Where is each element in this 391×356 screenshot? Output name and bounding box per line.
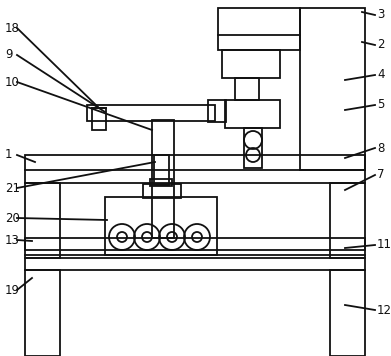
Bar [105,197,217,255]
Bar [25,183,60,258]
Bar [87,105,215,121]
Bar [25,258,365,270]
Text: 13: 13 [5,234,20,246]
Bar [92,108,106,130]
Bar [222,50,280,78]
Bar [25,155,365,183]
Text: 21: 21 [5,182,20,194]
Bar [25,270,60,356]
Text: 20: 20 [5,211,20,225]
Bar [154,155,169,185]
Text: 18: 18 [5,21,20,35]
Bar [235,78,259,100]
Text: 4: 4 [377,68,384,82]
Bar [208,100,226,122]
Bar [225,100,280,128]
Bar [152,120,174,238]
Bar [244,128,262,168]
Bar [218,8,300,50]
Bar [300,8,365,170]
Text: 19: 19 [5,283,20,297]
Bar [143,184,181,198]
Text: 12: 12 [377,304,391,316]
Bar [150,179,172,186]
Text: 7: 7 [377,168,384,182]
Text: 2: 2 [377,38,384,52]
Text: 8: 8 [377,141,384,155]
Bar [330,270,365,356]
Text: 10: 10 [5,75,20,89]
Bar [330,183,365,258]
Bar [25,238,365,250]
Text: 9: 9 [5,48,13,62]
Text: 11: 11 [377,239,391,251]
Text: 5: 5 [377,99,384,111]
Text: 3: 3 [377,9,384,21]
Text: 1: 1 [5,148,13,162]
